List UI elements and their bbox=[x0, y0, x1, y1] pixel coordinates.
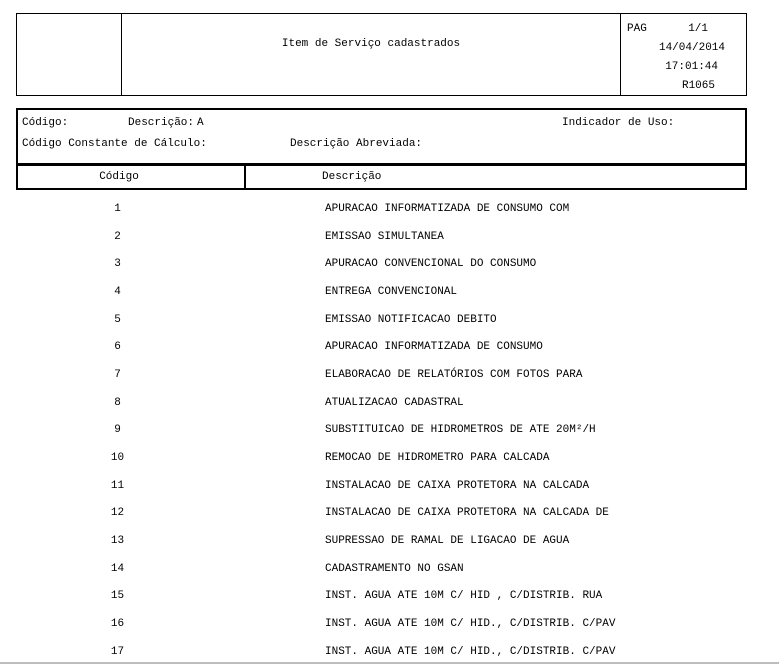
table-row: 9 SUBSTITUICAO DE HIDROMETROS DE ATE 20M… bbox=[16, 417, 747, 445]
logo-cell bbox=[17, 14, 122, 95]
row-descricao: APURACAO CONVENCIONAL DO CONSUMO bbox=[325, 258, 537, 271]
row-codigo: 15 bbox=[110, 590, 125, 603]
filter-box: Código: Descrição: A Indicador de Uso: C… bbox=[16, 108, 747, 190]
page-line: PAG 1/1 bbox=[621, 20, 746, 39]
row-descricao: INSTALACAO DE CAIXA PROTETORA NA CALCADA… bbox=[325, 507, 609, 520]
filter-codigo-constante-label: Código Constante de Cálculo: bbox=[22, 138, 207, 150]
table-row: 14 CADASTRAMENTO NO GSAN bbox=[16, 555, 747, 583]
row-descricao: INST. AGUA ATE 10M C/ HID., C/DISTRIB. C… bbox=[325, 618, 616, 631]
column-header-row: Código Descrição bbox=[18, 166, 745, 188]
report-header: Item de Serviço cadastrados PAG 1/1 14/0… bbox=[16, 13, 747, 96]
filter-descricao-abreviada-label: Descrição Abreviada: bbox=[290, 138, 423, 150]
filter-codigo-label: Código: bbox=[22, 117, 69, 129]
row-codigo: 10 bbox=[110, 452, 125, 465]
report-date: 14/04/2014 bbox=[658, 42, 725, 54]
row-descricao: INSTALACAO DE CAIXA PROTETORA NA CALCADA bbox=[325, 479, 590, 492]
row-descricao: REMOCAO DE HIDROMETRO PARA CALCADA bbox=[325, 452, 550, 465]
page-info: PAG 1/1 14/04/2014 17:01:44 R1065 bbox=[620, 14, 746, 95]
table-row: 12 INSTALACAO DE CAIXA PROTETORA NA CALC… bbox=[16, 500, 747, 528]
row-descricao: ATUALIZACAO CADASTRAL bbox=[325, 396, 464, 409]
row-codigo: 17 bbox=[110, 645, 125, 658]
row-codigo: 9 bbox=[114, 424, 121, 437]
row-descricao: CADASTRAMENTO NO GSAN bbox=[325, 562, 464, 575]
table-row: 15 INST. AGUA ATE 10M C/ HID , C/DISTRIB… bbox=[16, 583, 747, 611]
table-row: 17 INST. AGUA ATE 10M C/ HID., C/DISTRIB… bbox=[16, 638, 747, 666]
table-row: 11 INSTALACAO DE CAIXA PROTETORA NA CALC… bbox=[16, 472, 747, 500]
row-descricao: EMISSAO SIMULTANEA bbox=[325, 230, 444, 243]
row-descricao: ENTREGA CONVENCIONAL bbox=[325, 285, 458, 298]
filter-descricao-label: Descrição: bbox=[128, 117, 195, 129]
table-row: 2 EMISSAO SIMULTANEA bbox=[16, 223, 747, 251]
row-codigo: 1 bbox=[114, 202, 121, 215]
bottom-divider bbox=[0, 662, 779, 664]
report-code: R1065 bbox=[681, 80, 715, 92]
row-codigo: 8 bbox=[114, 396, 121, 409]
row-codigo: 6 bbox=[114, 341, 121, 354]
row-descricao: APURACAO INFORMATIZADA DE CONSUMO bbox=[325, 341, 543, 354]
report-title: Item de Serviço cadastrados bbox=[281, 38, 461, 50]
row-codigo: 13 bbox=[110, 535, 125, 548]
pag-value: 1/1 bbox=[688, 23, 708, 35]
row-descricao: INST. AGUA ATE 10M C/ HID., C/DISTRIB. C… bbox=[325, 645, 616, 658]
row-codigo: 7 bbox=[114, 368, 121, 381]
row-codigo: 16 bbox=[110, 618, 125, 631]
table-rows: 1 APURACAO INFORMATIZADA DE CONSUMO COM … bbox=[16, 195, 747, 666]
column-header-codigo: Código bbox=[18, 166, 246, 188]
table-row: 5 EMISSAO NOTIFICACAO DEBITO bbox=[16, 306, 747, 334]
row-codigo: 5 bbox=[114, 313, 121, 326]
row-descricao: INST. AGUA ATE 10M C/ HID , C/DISTRIB. R… bbox=[325, 590, 603, 603]
pag-label: PAG bbox=[627, 23, 647, 35]
row-descricao: APURACAO INFORMATIZADA DE CONSUMO COM bbox=[325, 202, 570, 215]
table-row: 16 INST. AGUA ATE 10M C/ HID., C/DISTRIB… bbox=[16, 610, 747, 638]
row-descricao: SUBSTITUICAO DE HIDROMETROS DE ATE 20M²/… bbox=[325, 424, 596, 437]
table-row: 1 APURACAO INFORMATIZADA DE CONSUMO COM bbox=[16, 195, 747, 223]
row-codigo: 3 bbox=[114, 258, 121, 271]
filter-indicador-uso-label: Indicador de Uso: bbox=[562, 117, 675, 129]
row-descricao: ELABORACAO DE RELATÓRIOS COM FOTOS PARA bbox=[325, 368, 583, 381]
filter-descricao-value: A bbox=[197, 117, 204, 129]
column-header-descricao: Descrição bbox=[322, 171, 382, 183]
row-codigo: 11 bbox=[110, 479, 125, 492]
table-row: 13 SUPRESSAO DE RAMAL DE LIGACAO DE AGUA bbox=[16, 527, 747, 555]
table-row: 7 ELABORACAO DE RELATÓRIOS COM FOTOS PAR… bbox=[16, 361, 747, 389]
row-codigo: 2 bbox=[114, 230, 121, 243]
report-time: 17:01:44 bbox=[665, 61, 718, 73]
row-codigo: 14 bbox=[110, 562, 125, 575]
header-divider-rule bbox=[18, 163, 745, 166]
table-row: 6 APURACAO INFORMATIZADA DE CONSUMO bbox=[16, 333, 747, 361]
row-codigo: 4 bbox=[114, 285, 121, 298]
row-descricao: EMISSAO NOTIFICACAO DEBITO bbox=[325, 313, 497, 326]
table-row: 4 ENTREGA CONVENCIONAL bbox=[16, 278, 747, 306]
row-codigo: 12 bbox=[110, 507, 125, 520]
table-row: 3 APURACAO CONVENCIONAL DO CONSUMO bbox=[16, 250, 747, 278]
table-row: 10 REMOCAO DE HIDROMETRO PARA CALCADA bbox=[16, 444, 747, 472]
row-descricao: SUPRESSAO DE RAMAL DE LIGACAO DE AGUA bbox=[325, 535, 570, 548]
table-row: 8 ATUALIZACAO CADASTRAL bbox=[16, 389, 747, 417]
